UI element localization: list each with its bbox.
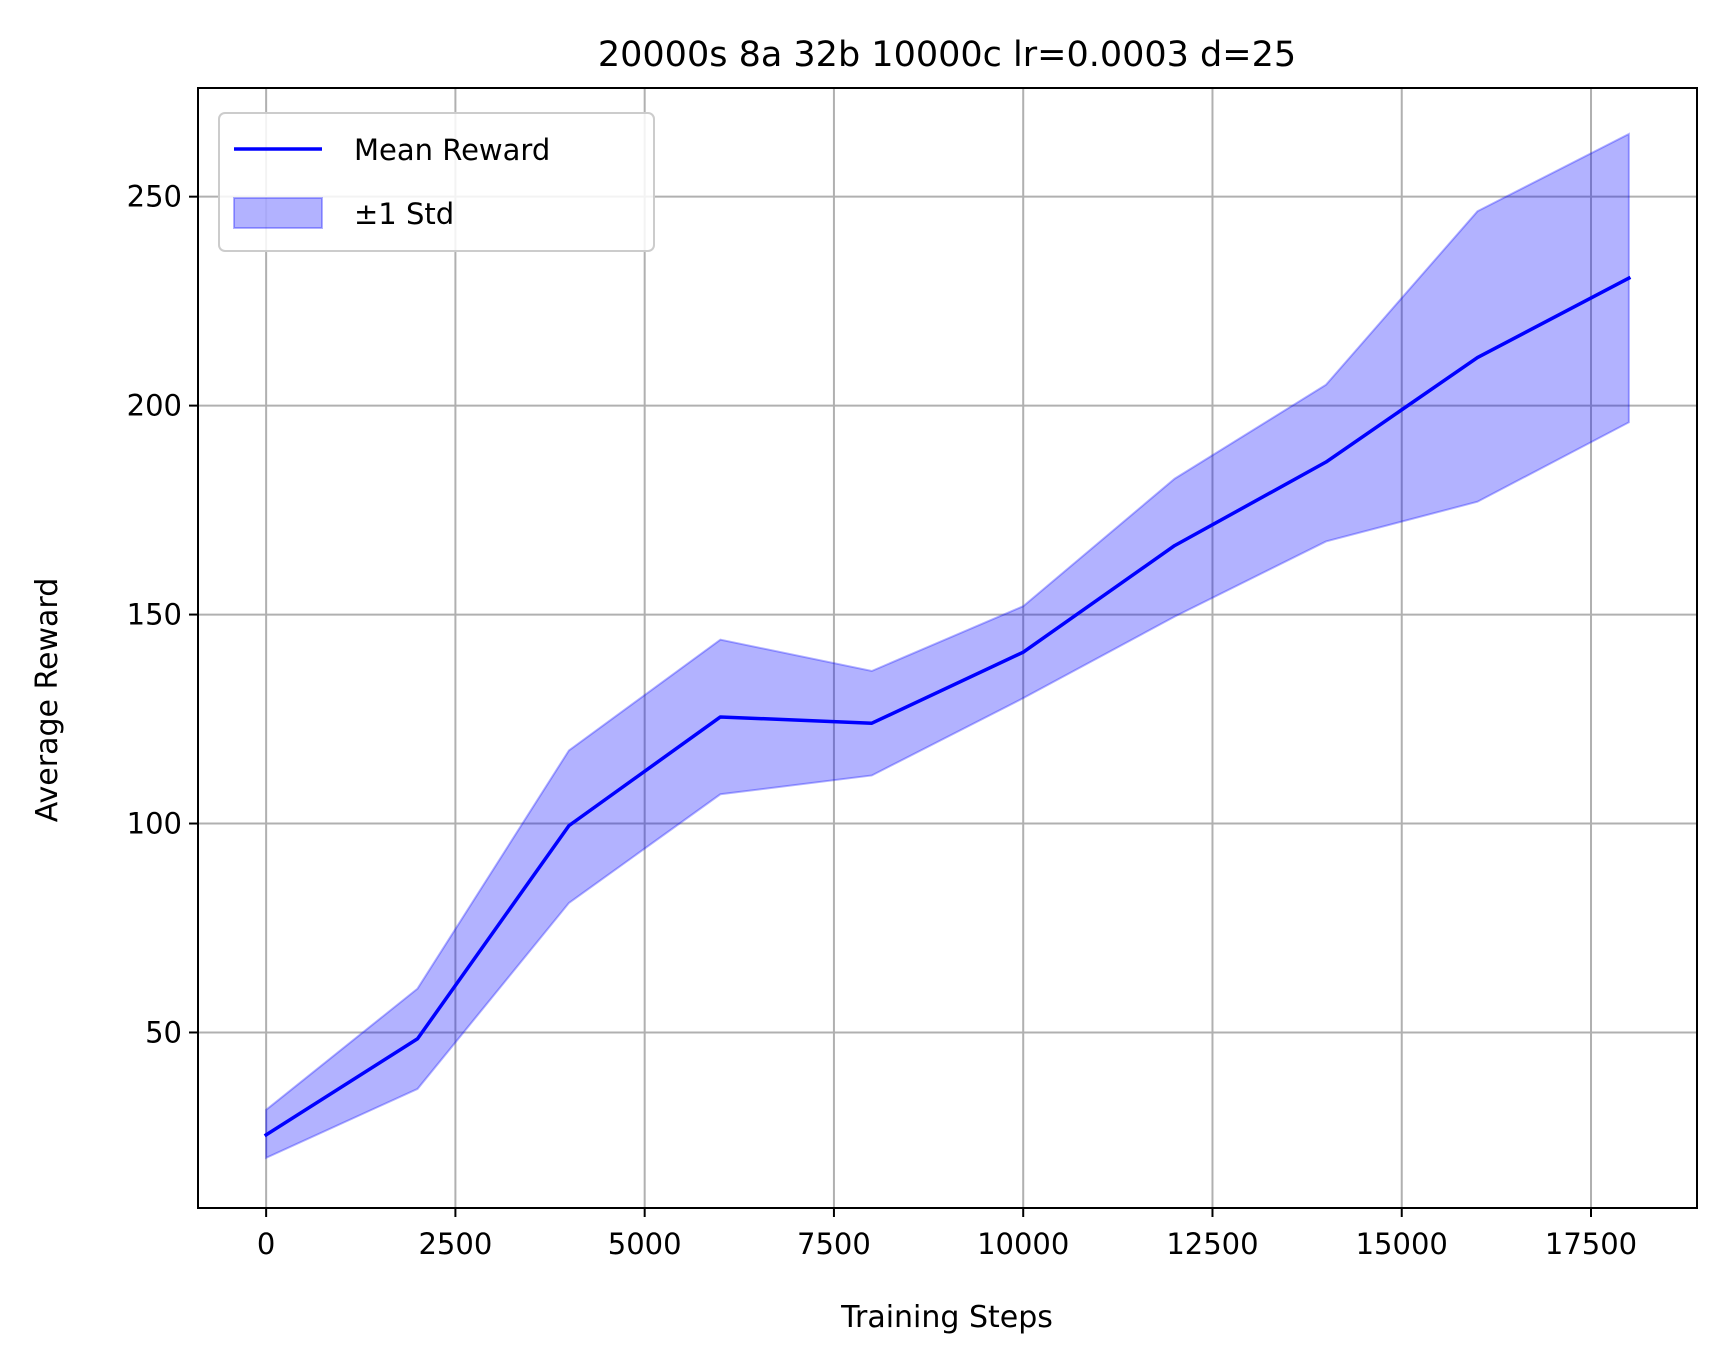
x-tick-label: 12500 (1166, 1227, 1258, 1261)
y-axis-ticks: 50 100 150 200 250 (127, 180, 198, 1049)
x-tick-label: 2500 (418, 1227, 492, 1261)
y-tick-label: 50 (145, 1015, 182, 1049)
plot-frame (197, 87, 1698, 1209)
x-tick-label: 7500 (797, 1227, 871, 1261)
std-band (265, 132, 1630, 1160)
mean-reward-line (263, 275, 1632, 1138)
x-axis-label: Training Steps (840, 1300, 1053, 1335)
legend-label-mean: Mean Reward (354, 133, 550, 167)
std-band-layer (265, 132, 1630, 1160)
y-tick-label: 200 (127, 389, 182, 423)
y-tick-label: 100 (127, 807, 182, 841)
x-tick-label: 15000 (1356, 1227, 1448, 1261)
x-tick-label: 0 (257, 1227, 275, 1261)
x-tick-label: 17500 (1545, 1227, 1637, 1261)
x-tick-label: 5000 (608, 1227, 682, 1261)
grid (198, 88, 1697, 1208)
y-tick-label: 150 (127, 598, 182, 632)
x-tick-label: 10000 (977, 1227, 1069, 1261)
mean-line-layer (263, 275, 1632, 1138)
y-tick-label: 250 (127, 180, 182, 214)
legend-band-swatch (233, 197, 323, 229)
y-axis-label: Average Reward (30, 578, 65, 822)
legend: Mean Reward ±1 Std (218, 112, 655, 252)
x-axis-ticks: 0 2500 5000 7500 10000 12500 15000 17500 (257, 1208, 1637, 1261)
chart-title: 20000s 8a 32b 10000c lr=0.0003 d=25 (598, 35, 1296, 75)
legend-box (218, 112, 655, 252)
legend-label-std: ±1 Std (354, 197, 454, 231)
